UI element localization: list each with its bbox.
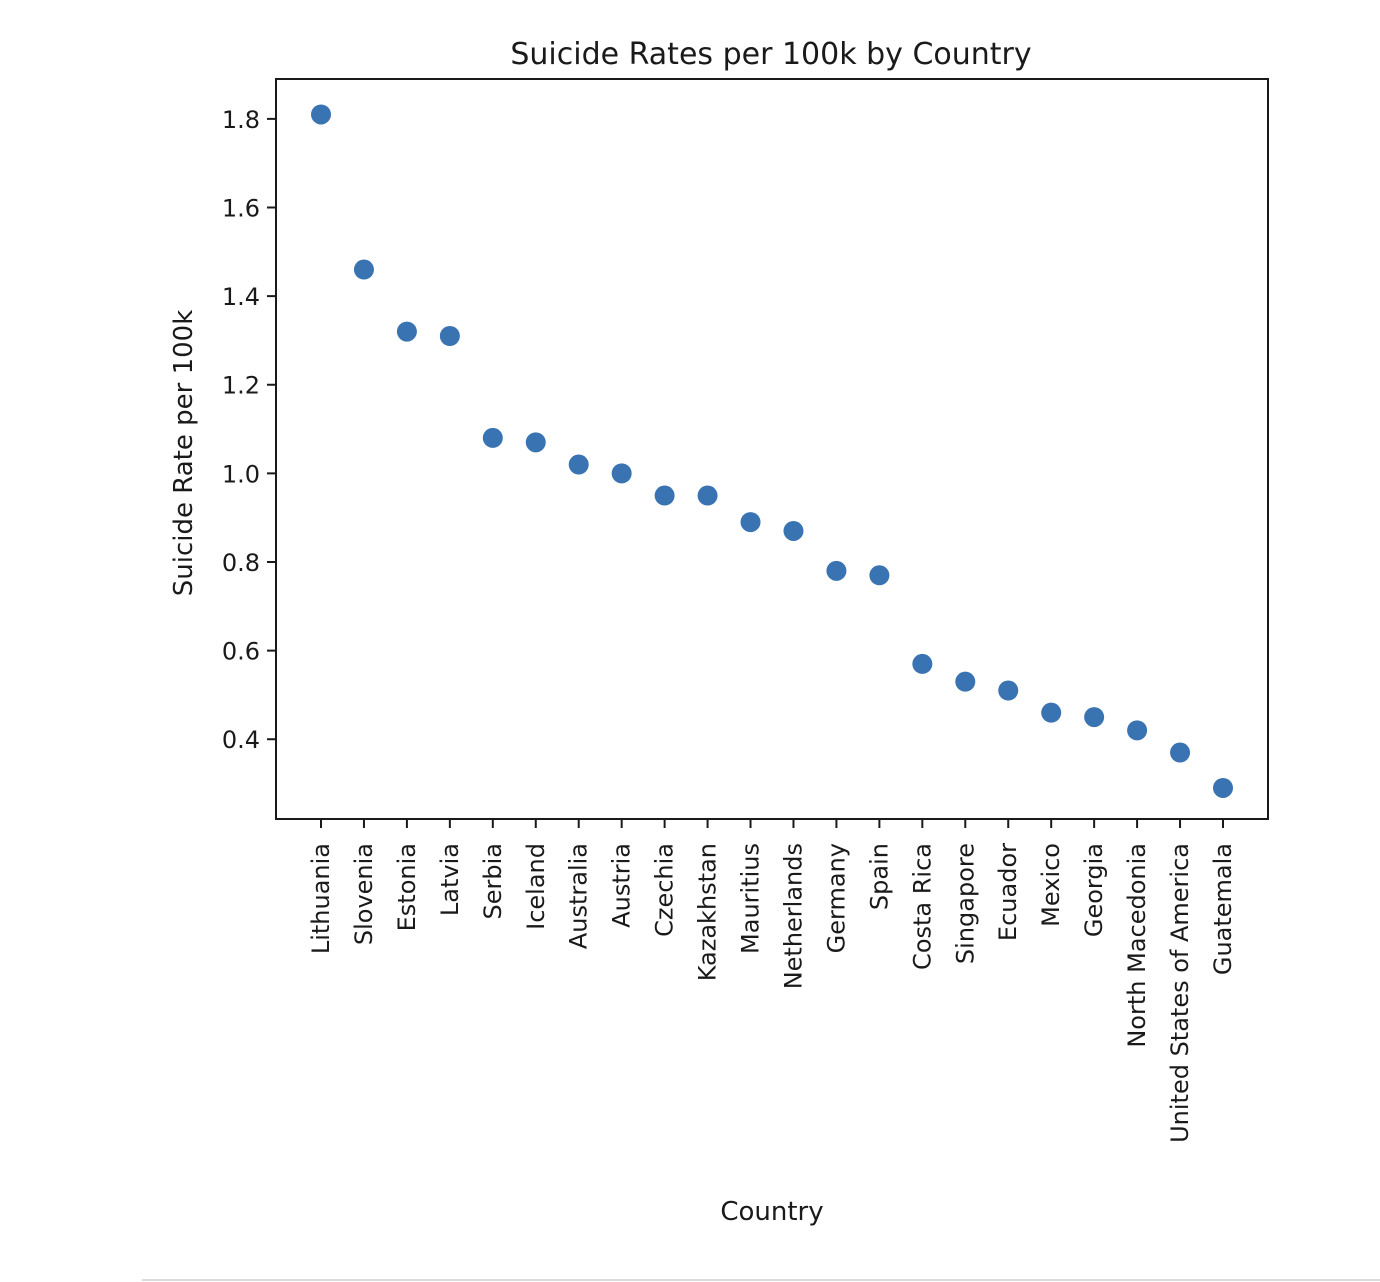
chart-title: Suicide Rates per 100k by Country xyxy=(510,37,1031,72)
x-tick-label: Lithuania xyxy=(307,843,335,954)
data-point xyxy=(1213,777,1233,798)
data-point xyxy=(654,485,675,506)
y-tick-label: 0.4 xyxy=(222,726,260,754)
x-tick-label: Georgia xyxy=(1080,843,1108,937)
x-axis-label: Country xyxy=(720,1197,823,1227)
data-point xyxy=(1127,720,1148,741)
x-tick-label: Iceland xyxy=(522,843,550,930)
y-tick-label: 0.6 xyxy=(222,638,260,666)
x-tick-label: Costa Rica xyxy=(908,843,936,970)
data-point xyxy=(525,432,546,453)
y-tick-label: 1.2 xyxy=(222,372,260,400)
y-tick-label: 0.8 xyxy=(222,549,260,577)
x-tick-label: Austria xyxy=(608,843,636,928)
y-axis-label: Suicide Rate per 100k xyxy=(169,310,199,597)
data-point xyxy=(439,326,460,347)
data-point xyxy=(611,463,632,484)
data-points xyxy=(311,104,1233,798)
x-tick-label: Germany xyxy=(822,843,850,953)
data-point xyxy=(955,671,976,692)
data-point xyxy=(783,520,804,541)
y-tick-label: 1.4 xyxy=(222,283,260,311)
data-point xyxy=(697,485,718,506)
data-point xyxy=(912,653,933,674)
x-tick-label: Czechia xyxy=(651,843,679,937)
x-tick-label: Latvia xyxy=(436,843,464,916)
x-tick-label: Singapore xyxy=(951,843,979,964)
x-tick-label: Kazakhstan xyxy=(694,843,722,981)
x-tick-label: Guatemala xyxy=(1209,843,1237,975)
data-point xyxy=(396,321,417,342)
y-tick-label: 1.8 xyxy=(222,106,260,134)
data-point xyxy=(826,560,847,581)
data-point xyxy=(568,454,589,475)
data-point xyxy=(1084,707,1105,728)
y-tick-label: 1.0 xyxy=(222,460,260,488)
data-point xyxy=(869,565,890,586)
x-tick-label: Australia xyxy=(565,843,593,949)
y-axis: 0.4 0.6 0.8 1.0 1.2 1.4 1.6 1.8 xyxy=(222,106,276,754)
plot-area xyxy=(275,78,1269,820)
data-point xyxy=(1170,742,1191,763)
data-point xyxy=(353,259,374,280)
x-tick-label: Mauritius xyxy=(737,843,765,954)
x-tick-label: United States of America xyxy=(1166,843,1194,1143)
x-tick-label: Estonia xyxy=(393,843,421,931)
x-tick-label: Serbia xyxy=(479,843,507,919)
data-point xyxy=(740,512,761,533)
data-point xyxy=(482,427,503,448)
x-tick-label: North Macedonia xyxy=(1123,843,1151,1048)
x-tick-label: Ecuador xyxy=(994,843,1022,941)
x-tick-label: Netherlands xyxy=(779,843,807,989)
bottom-divider xyxy=(142,1279,1380,1281)
data-point xyxy=(311,104,331,125)
x-tick-label: Mexico xyxy=(1037,843,1065,927)
y-tick-label: 1.6 xyxy=(222,195,260,223)
x-tick-label: Spain xyxy=(865,843,893,910)
x-axis: Lithuania Slovenia Estonia Latvia Serbia Icel… xyxy=(307,819,1237,1143)
data-point xyxy=(1041,702,1062,723)
data-point xyxy=(998,680,1019,701)
x-tick-label: Slovenia xyxy=(350,843,378,945)
